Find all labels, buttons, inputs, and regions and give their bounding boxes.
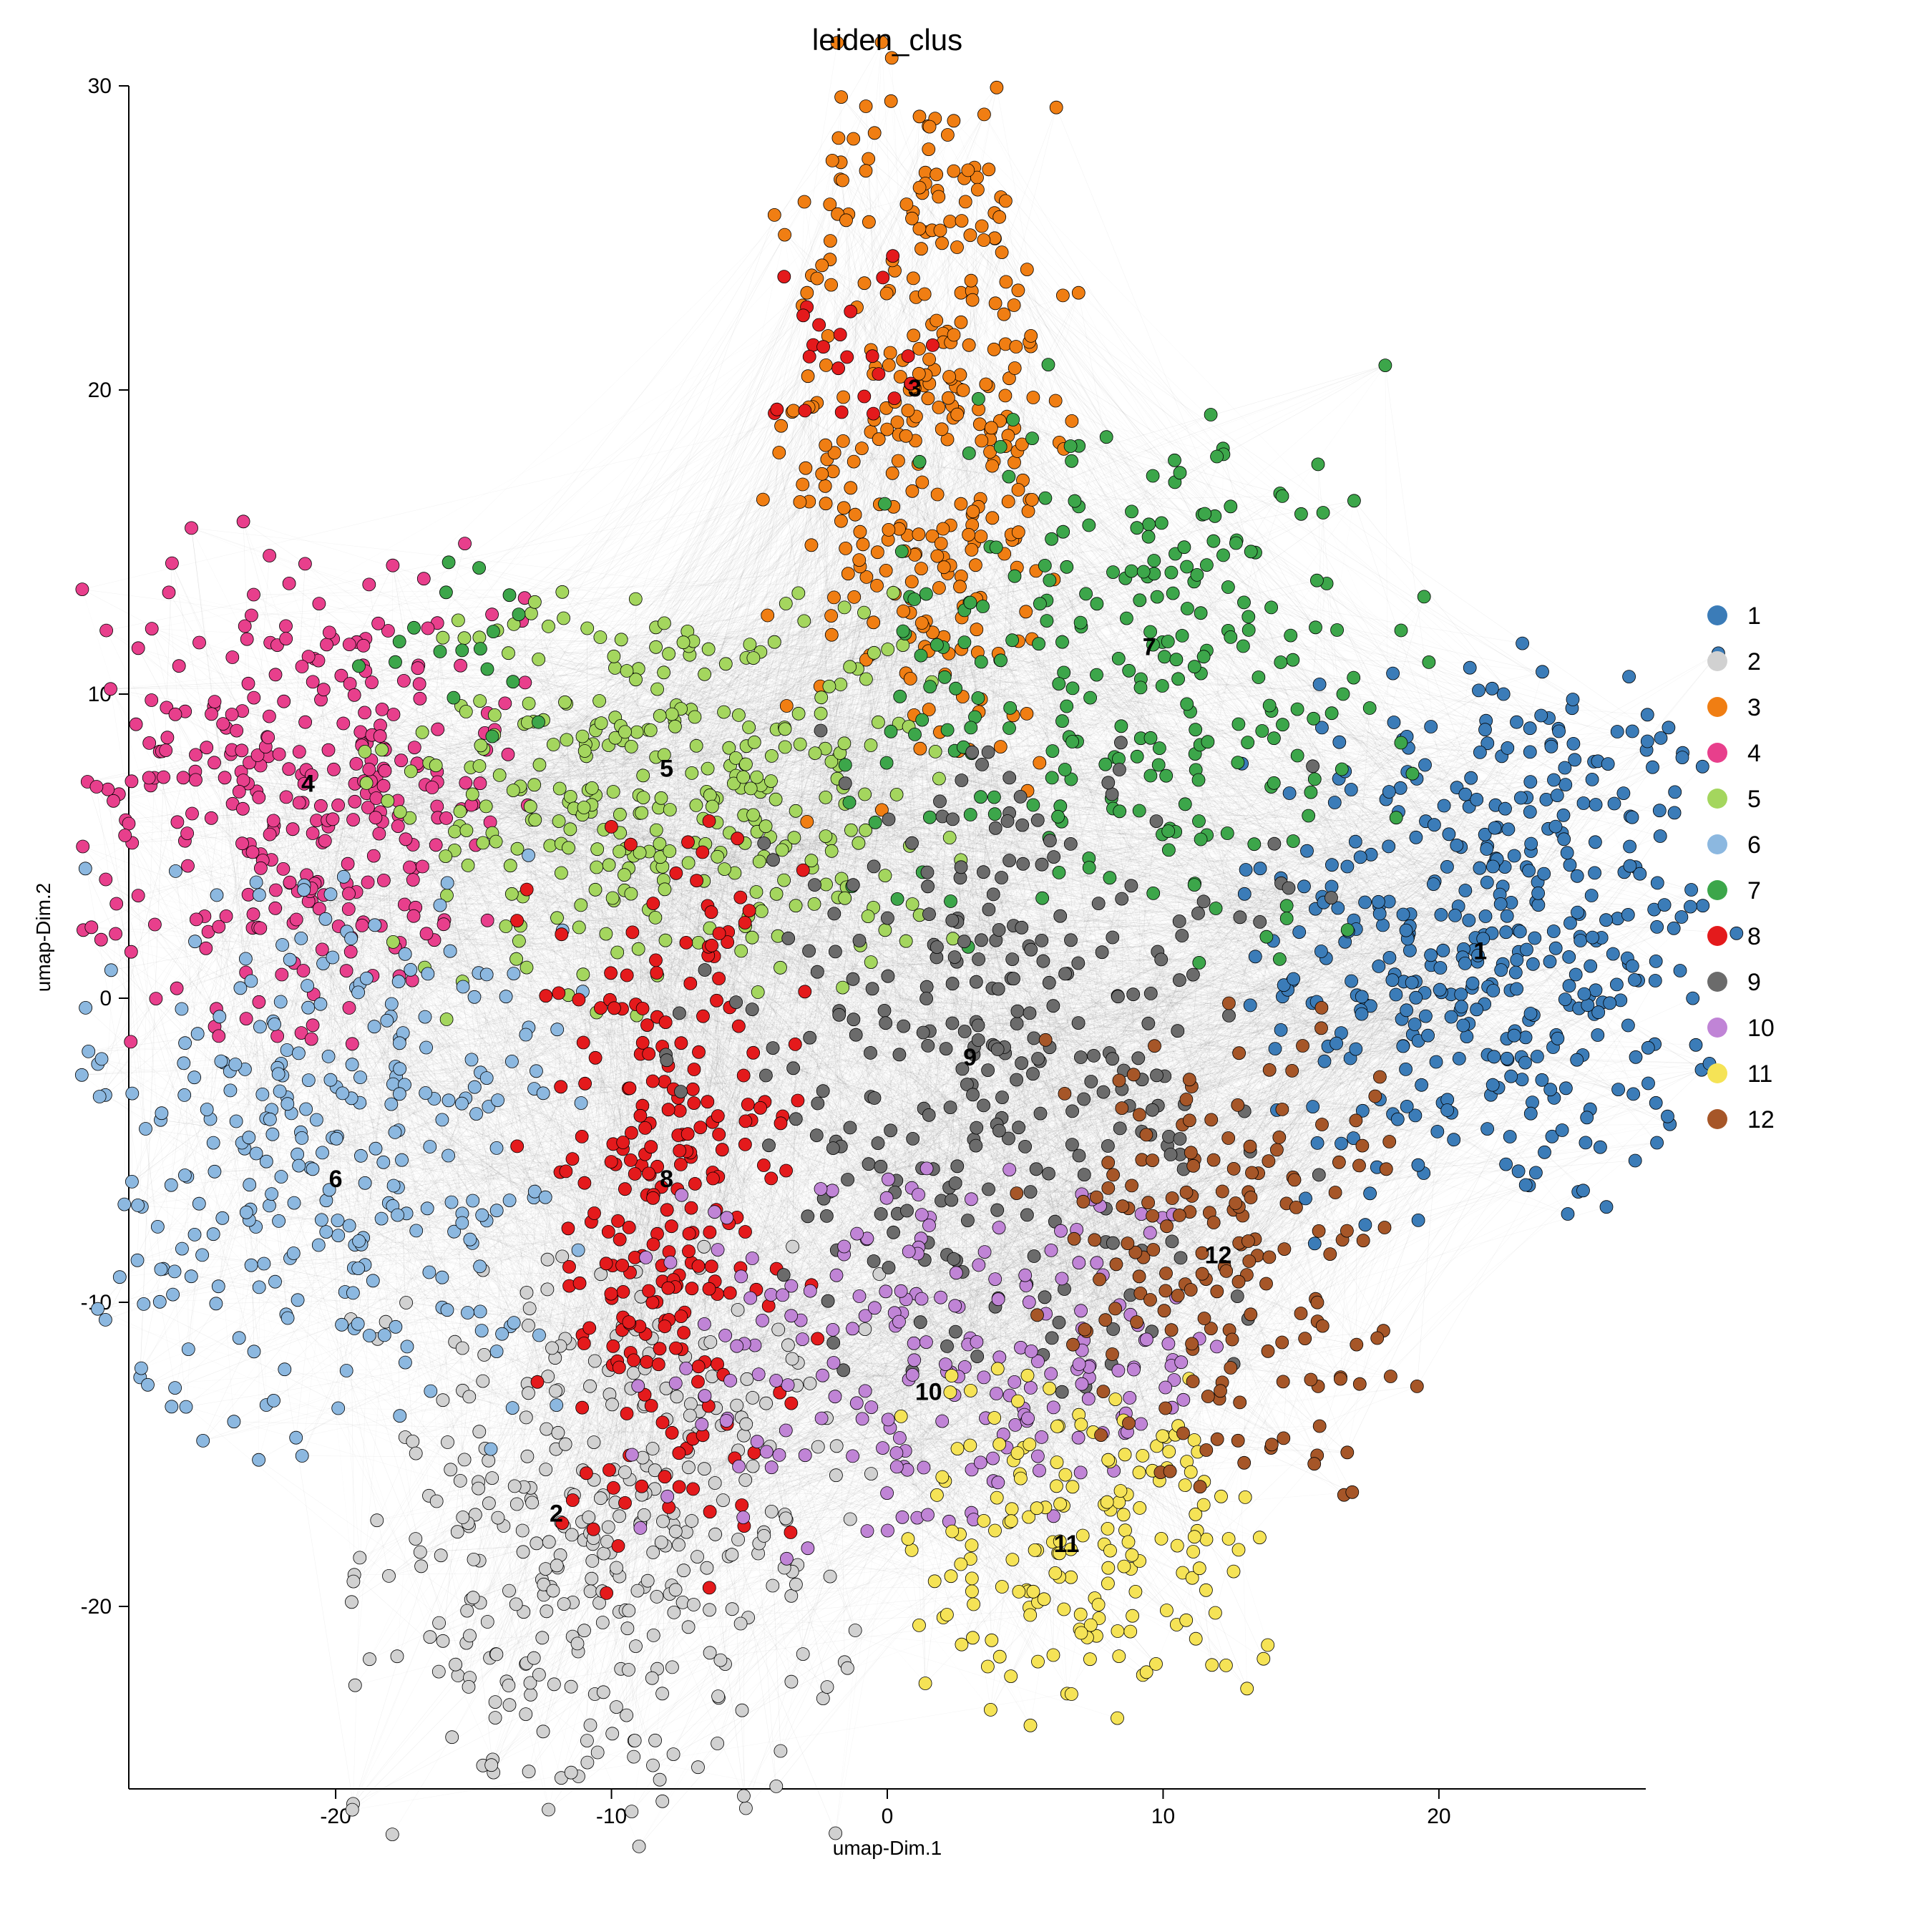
legend-label-2: 2 xyxy=(1747,648,1761,675)
chart-title: leiden_clus xyxy=(812,23,962,57)
legend-label-6: 6 xyxy=(1747,831,1761,859)
legend-marker-8 xyxy=(1707,926,1727,946)
legend-marker-12 xyxy=(1707,1109,1727,1129)
legend-label-5: 5 xyxy=(1747,786,1761,813)
cluster-label-1: 1 xyxy=(1473,937,1487,965)
legend-marker-1 xyxy=(1707,605,1727,625)
legend-label-10: 10 xyxy=(1747,1015,1775,1042)
umap-scatter-chart: -20-1001020-20-100102030umap-Dim.1umap-D… xyxy=(0,0,1932,1932)
legend-marker-2 xyxy=(1707,651,1727,671)
x-tick-label: 10 xyxy=(1151,1805,1175,1828)
x-tick-label: 20 xyxy=(1427,1805,1450,1828)
legend-marker-5 xyxy=(1707,789,1727,809)
legend-marker-6 xyxy=(1707,834,1727,854)
legend-label-1: 1 xyxy=(1747,602,1761,630)
legend-marker-11 xyxy=(1707,1063,1727,1083)
cluster-label-12: 12 xyxy=(1205,1241,1232,1269)
legend-label-7: 7 xyxy=(1747,877,1761,904)
cluster-label-11: 11 xyxy=(1054,1531,1080,1558)
cluster-label-10: 10 xyxy=(915,1378,942,1405)
cluster-label-6: 6 xyxy=(329,1166,343,1193)
y-tick-label: 30 xyxy=(88,74,112,98)
cluster-label-3: 3 xyxy=(908,375,922,402)
cluster-label-8: 8 xyxy=(660,1166,673,1193)
legend-label-4: 4 xyxy=(1747,740,1761,767)
y-tick-label: 0 xyxy=(99,987,112,1010)
legend-marker-10 xyxy=(1707,1018,1727,1038)
cluster-label-9: 9 xyxy=(963,1044,977,1071)
y-tick-label: -20 xyxy=(81,1595,112,1619)
y-tick-label: 20 xyxy=(88,379,112,402)
legend-marker-9 xyxy=(1707,972,1727,992)
x-axis-label: umap-Dim.1 xyxy=(833,1837,942,1859)
cluster-label-4: 4 xyxy=(301,770,315,797)
y-axis-label: umap-Dim.2 xyxy=(32,883,54,992)
x-tick-label: -10 xyxy=(596,1805,627,1828)
legend-marker-7 xyxy=(1707,880,1727,900)
cluster-label-5: 5 xyxy=(660,755,673,782)
cluster-label-7: 7 xyxy=(1143,633,1156,660)
legend-marker-3 xyxy=(1707,697,1727,717)
legend-marker-4 xyxy=(1707,743,1727,763)
legend-label-8: 8 xyxy=(1747,923,1761,950)
cluster-label-2: 2 xyxy=(550,1500,563,1527)
legend-label-11: 11 xyxy=(1747,1060,1772,1088)
legend-label-12: 12 xyxy=(1747,1106,1775,1133)
legend: 123456789101112 xyxy=(1707,602,1775,1133)
x-tick-label: 0 xyxy=(882,1805,894,1828)
legend-label-9: 9 xyxy=(1747,969,1761,996)
legend-label-3: 3 xyxy=(1747,694,1761,721)
